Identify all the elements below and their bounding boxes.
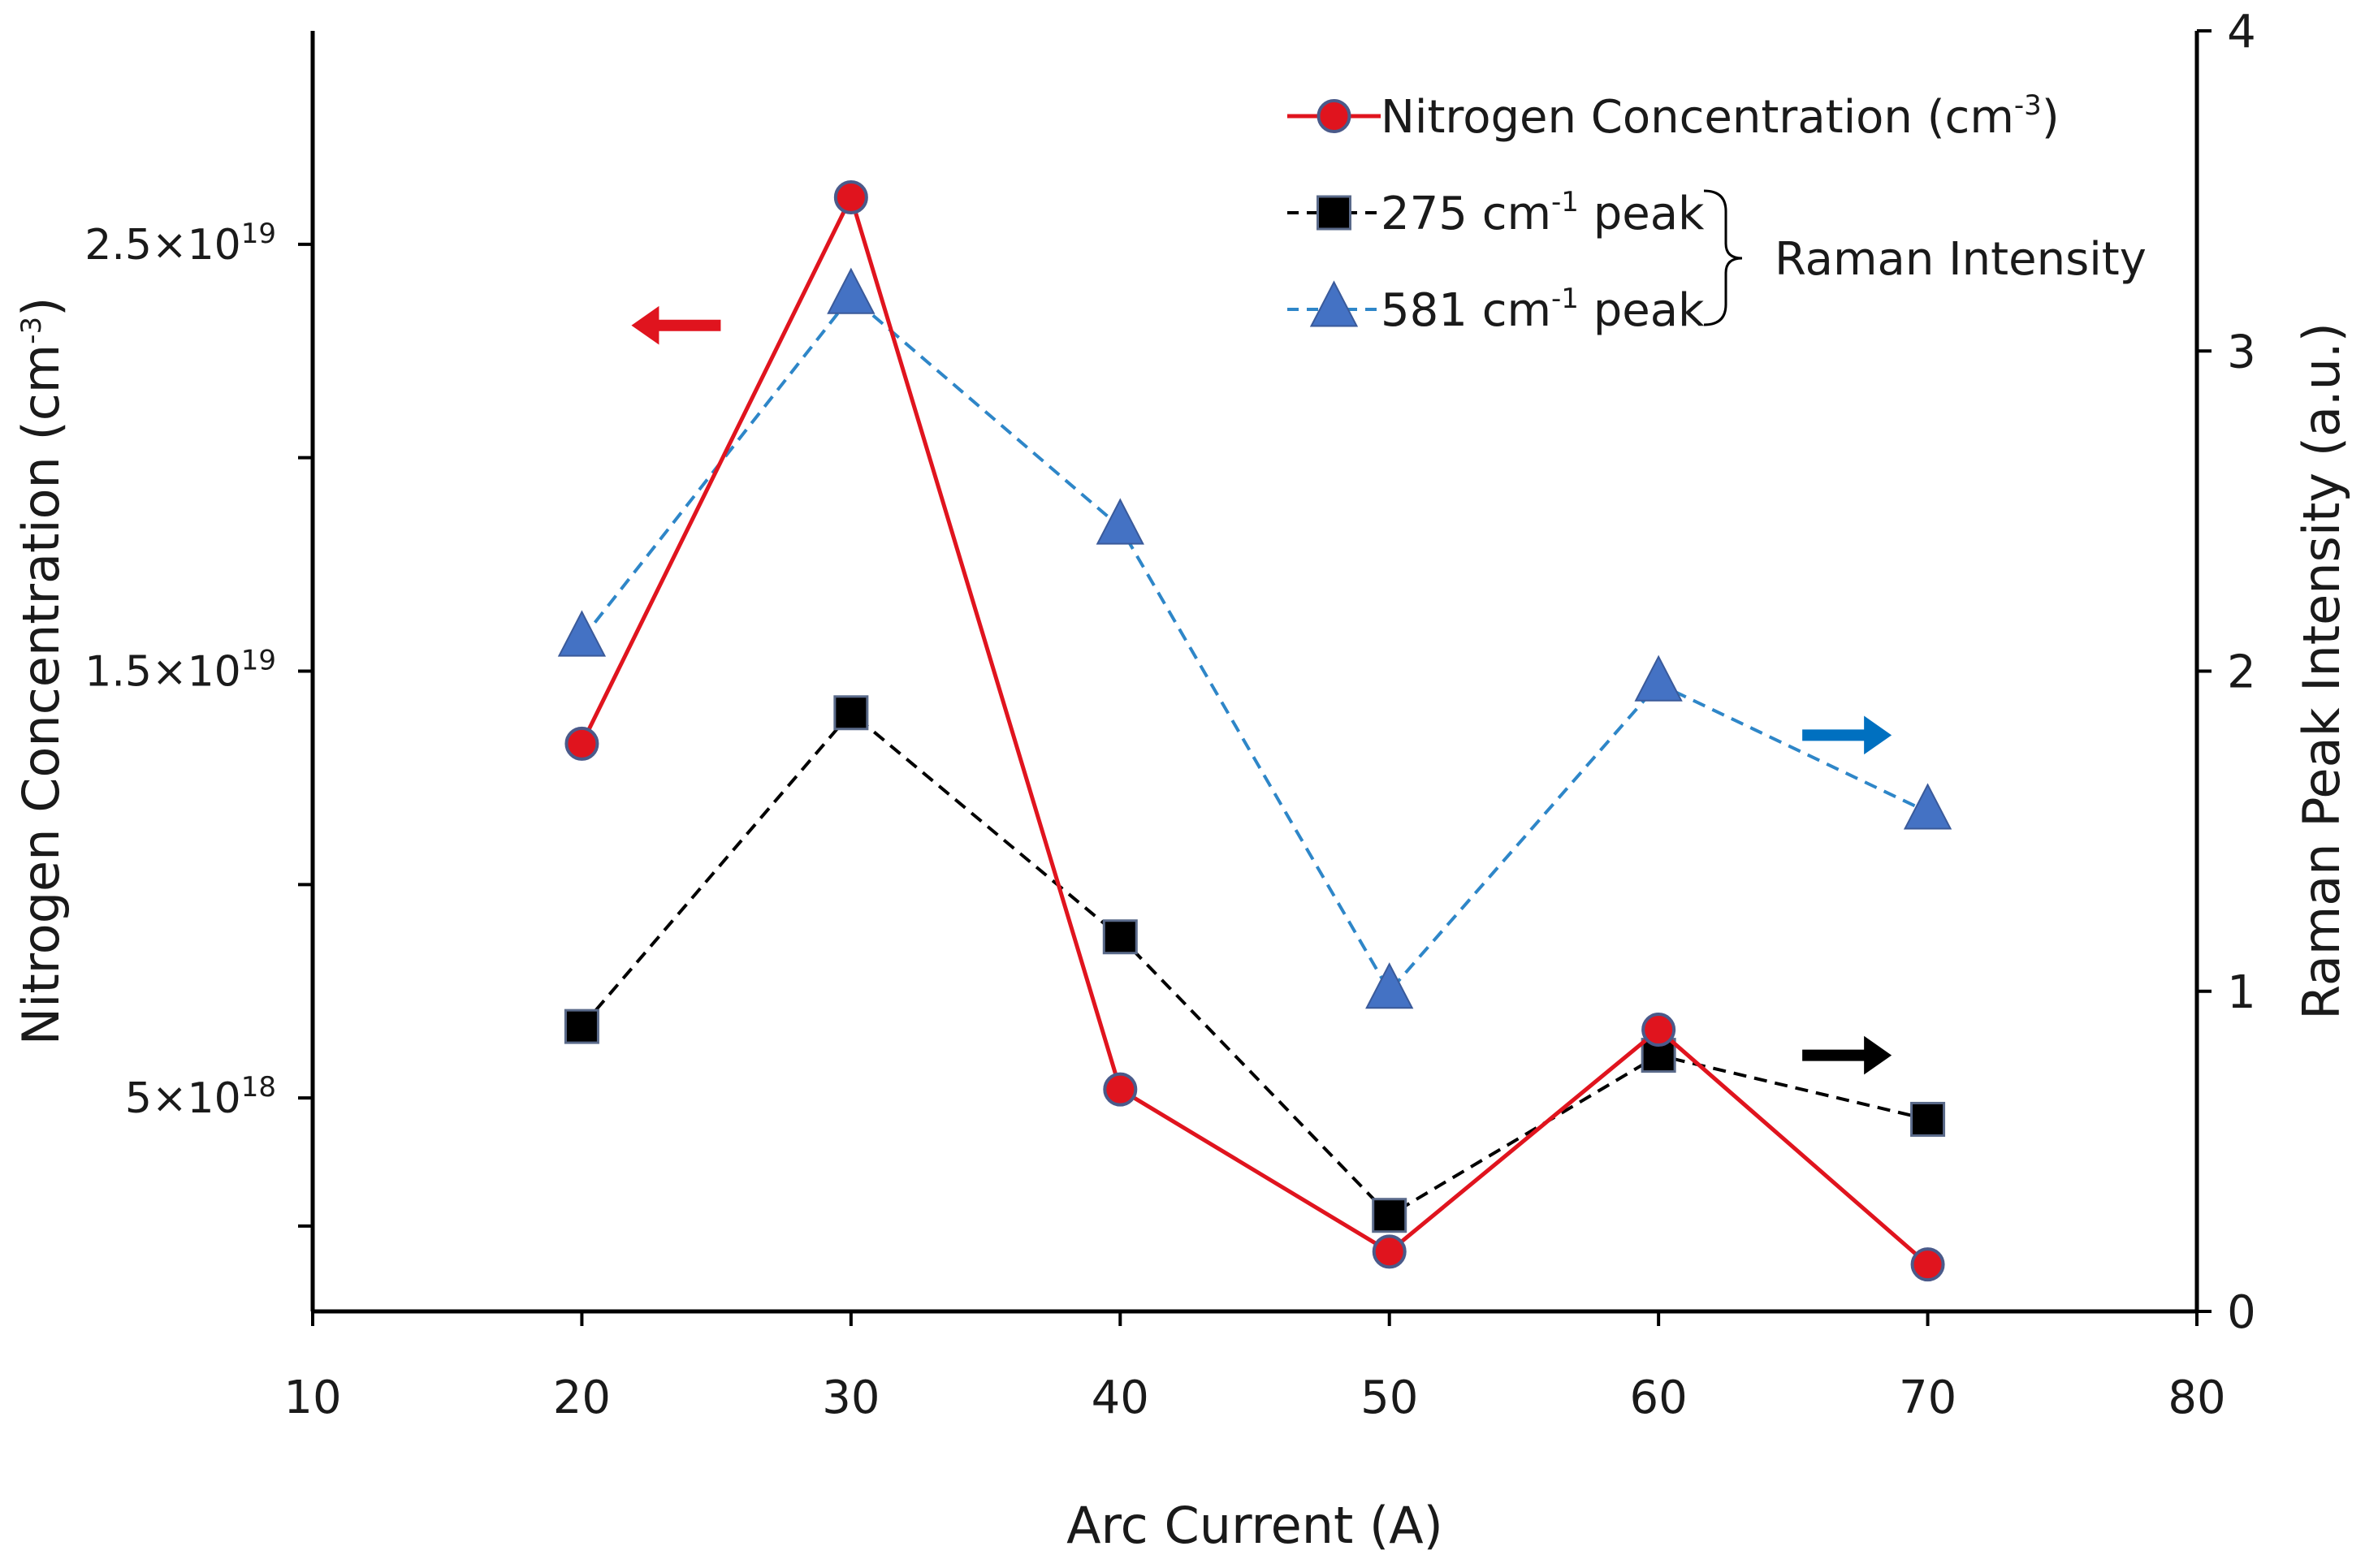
data-point-series-1 (1372, 1198, 1407, 1233)
x-tick-label: 30 (822, 1371, 880, 1424)
legend-marker-0 (1317, 99, 1351, 133)
x-tick-label: 20 (553, 1371, 611, 1424)
x-axis-title: Arc Current (A) (1066, 1496, 1443, 1555)
data-point-series-1 (833, 695, 869, 731)
series-line-2 (580, 294, 1929, 995)
data-point-series-0 (833, 180, 868, 215)
y-right-tick-label: 1 (2227, 966, 2256, 1019)
data-point-series-2 (1634, 654, 1683, 702)
legend: Nitrogen Concentration (cm-3) 275 cm-1 pe… (1287, 89, 2147, 337)
y-right-axis-title: Raman Peak Intensity (a.u.) (2292, 322, 2351, 1020)
right-axis-arrow-blue (1802, 715, 1892, 755)
y-right-tick-label: 0 (2227, 1286, 2256, 1339)
x-tick-label: 50 (1360, 1371, 1418, 1424)
y-left-tick-label: 5×1018 (125, 1071, 276, 1123)
data-point-series-2 (557, 610, 607, 657)
legend-label-1: 275 cm-1 peak (1381, 186, 1705, 240)
y-right-tick-label: 3 (2227, 326, 2256, 378)
legend-marker-2 (1309, 280, 1359, 327)
data-point-series-0 (1641, 1013, 1676, 1047)
data-point-series-2 (1903, 783, 1952, 830)
right-axis-arrow-black (1802, 1035, 1892, 1075)
y-left-tick-label: 1.5×1019 (84, 645, 276, 697)
x-tick-label: 60 (1630, 1371, 1688, 1424)
data-point-series-0 (1910, 1247, 1945, 1282)
data-point-series-2 (827, 267, 876, 314)
data-point-series-1 (1102, 919, 1138, 955)
legend-brace (1703, 189, 1743, 326)
y-left-tick-label: 2.5×1019 (84, 218, 276, 270)
y-left-axis-title: Nitrogen Concentration (cm-3) (11, 297, 71, 1046)
series-line-1 (580, 710, 1929, 1218)
legend-marker-1 (1317, 195, 1351, 231)
legend-group-label: Raman Intensity (1775, 233, 2147, 286)
x-tick-label: 80 (2168, 1371, 2225, 1424)
x-tick-label: 10 (283, 1371, 341, 1424)
data-point-series-1 (564, 1009, 599, 1044)
y-right-tick-label: 4 (2227, 6, 2256, 58)
x-tick-label: 70 (1899, 1371, 1956, 1424)
y-right-tick-label: 2 (2227, 646, 2256, 699)
legend-label-0: Nitrogen Concentration (cm-3) (1381, 89, 2060, 144)
plot-area: 10 20 30 40 50 60 70 80 5×1018 1.5×1019 2.5×1019 0 1… (11, 6, 2351, 1555)
left-axis-arrow (631, 305, 721, 345)
data-point-series-0 (1372, 1234, 1407, 1269)
series-line-0 (580, 192, 1930, 1267)
data-point-series-0 (564, 726, 599, 761)
data-point-series-2 (1096, 498, 1144, 545)
data-point-series-1 (1910, 1101, 1946, 1137)
data-point-series-2 (1365, 962, 1414, 1009)
legend-label-2: 581 cm-1 peak (1381, 283, 1705, 337)
x-tick-label: 40 (1092, 1371, 1149, 1424)
data-point-series-0 (1103, 1072, 1138, 1107)
